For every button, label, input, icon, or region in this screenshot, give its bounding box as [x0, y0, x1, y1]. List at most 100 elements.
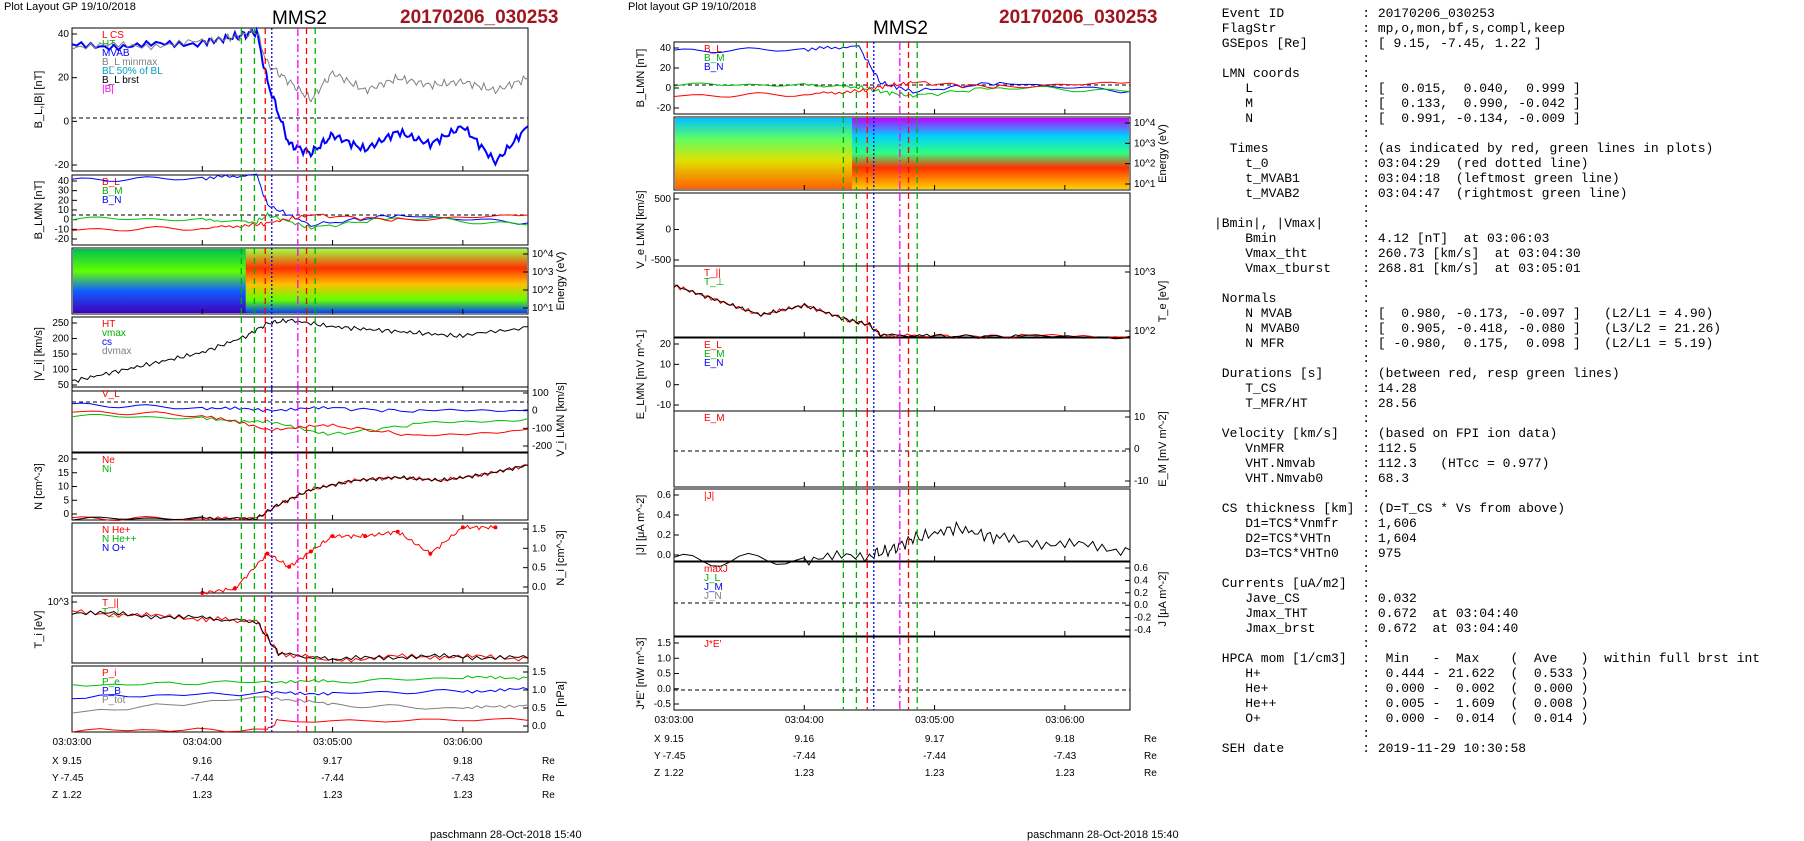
position-value: -7.45 — [61, 773, 84, 784]
summary-row: Times : (as indicated by red, green line… — [1214, 141, 1800, 156]
summary-key: Currents [uA/m2] — [1214, 576, 1363, 591]
summary-row: : — [1214, 636, 1800, 651]
legend-entry: cs — [102, 337, 112, 348]
summary-separator: : — [1362, 426, 1378, 441]
he-plus-plus-point — [363, 534, 368, 539]
panel-9: 1.5 1.0 0.5 0.0 P [nPa] P_iP_eP_BP_tot — [71, 665, 567, 733]
summary-separator: : — [1362, 636, 1378, 651]
summary-row: : — [1214, 126, 1800, 141]
summary-separator: : — [1362, 336, 1378, 351]
summary-separator: : — [1362, 591, 1378, 606]
summary-key: HPCA mom [1/cm3] — [1214, 651, 1363, 666]
y-tick-label: 10 — [1134, 412, 1146, 423]
summary-row: Velocity [km/s] : (based on FPI ion data… — [1214, 426, 1800, 441]
summary-key: He+ — [1214, 681, 1363, 696]
position-row-label: Y — [52, 773, 59, 784]
summary-row: M : [ 0.133, 0.990, -0.042 ] — [1214, 96, 1800, 111]
summary-separator: : — [1362, 141, 1378, 156]
position-value: -7.43 — [451, 773, 474, 784]
y-tick-label: 20 — [58, 454, 70, 465]
summary-key — [1214, 201, 1362, 216]
summary-key: T_CS — [1214, 381, 1363, 396]
panel-frame — [673, 410, 1131, 488]
panel-7: 0.6 0.4 0.2 0.0 |J| [μA m^-2] |J| — [635, 488, 1131, 567]
summary-key: SEH date — [1214, 741, 1363, 756]
y-tick-label: 10^1 — [532, 303, 554, 314]
panel-5: 100 0 -100 -200 V_i LMN [km/s] V_L — [71, 382, 567, 457]
position-unit: Re — [542, 790, 555, 800]
y-axis-label: N [cm^-3] — [33, 463, 45, 510]
summary-separator: : — [1362, 201, 1378, 216]
spectrogram-before — [675, 118, 854, 189]
legend-entry: T_⊥ — [704, 277, 724, 288]
summary-value: 0.005 - 1.609 ( 0.008 ) — [1377, 696, 1589, 711]
summary-key: T_MFR/HT — [1214, 396, 1363, 411]
legend-entry: |J| — [704, 491, 714, 502]
he-plus-plus-point — [395, 529, 400, 534]
summary-separator: : — [1362, 81, 1378, 96]
y-tick-label: 50 — [58, 380, 70, 391]
legend-entry: B_N — [704, 62, 723, 73]
summary-separator: : — [1362, 666, 1378, 681]
summary-separator: : — [1362, 111, 1378, 126]
panel-9: 1.5 1.0 0.5 0.0 -0.5 J*E' [nW m^-3] J*E' — [635, 636, 1131, 711]
summary-separator: : — [1362, 261, 1378, 276]
summary-value: 975 — [1377, 546, 1402, 561]
y-tick-label: 1.5 — [532, 524, 546, 535]
summary-value: 1,606 — [1377, 516, 1417, 531]
summary-value: (D=T_CS * Vs from above) — [1377, 501, 1566, 516]
summary-row: Jmax_THT : 0.672 at 03:04:40 — [1214, 606, 1800, 621]
summary-separator: : — [1362, 246, 1378, 261]
y-tick-label: 0 — [532, 406, 538, 417]
summary-key: D1=TCS*Vnmfr — [1214, 516, 1363, 531]
summary-row: LMN coords : — [1214, 66, 1800, 81]
y-tick-label: 1.5 — [657, 638, 671, 649]
summary-row: N MVAB0 : [ 0.905, -0.418, -0.080 ] (L3/… — [1214, 321, 1800, 336]
y-axis-label: Energy (eV) — [1157, 124, 1169, 183]
legend-entry: E_N — [704, 358, 723, 369]
series-b-n — [673, 80, 1131, 98]
position-unit: Re — [542, 756, 555, 767]
summary-key — [1214, 486, 1362, 501]
position-value: -7.43 — [1053, 751, 1076, 762]
series-p-e — [71, 717, 529, 733]
y-tick-label: 0.0 — [532, 721, 546, 732]
y-axis-label: E_LMN [mV m^-1] — [635, 330, 647, 420]
position-value: -7.44 — [191, 773, 214, 784]
right-plot-footer: paschmann 28-Oct-2018 15:40 — [1027, 829, 1179, 841]
position-unit: Re — [542, 773, 555, 784]
summary-key: Times — [1214, 141, 1363, 156]
legend-entry: B_M — [102, 186, 123, 197]
y-tick-label: 10^4 — [532, 249, 554, 260]
y-tick-label: 10^2 — [1134, 159, 1156, 170]
y-tick-label: 0.5 — [532, 563, 546, 574]
summary-value: 2019-11-29 10:30:58 — [1377, 741, 1527, 756]
summary-separator: : — [1362, 216, 1378, 231]
summary-key: VnMFR — [1214, 441, 1363, 456]
y-axis-label: V_e LMN [km/s] — [635, 190, 647, 268]
x-tick-label: 03:06:00 — [443, 737, 482, 748]
y-tick-label: 0.0 — [532, 582, 546, 593]
y-tick-label: -200 — [532, 441, 552, 452]
summary-separator: : — [1362, 696, 1378, 711]
panel-frame — [71, 27, 529, 172]
summary-value: Min - Max ( Ave ) within full brst int — [1377, 651, 1761, 666]
summary-value: (between red, resp green lines) — [1377, 366, 1620, 381]
summary-key: He++ — [1214, 696, 1363, 711]
y-tick-label: -100 — [532, 423, 552, 434]
legend-entry: B_L — [102, 177, 120, 188]
series-p-b — [71, 687, 529, 700]
summary-separator: : — [1362, 36, 1378, 51]
summary-value: [ 0.980, -0.173, -0.097 ] (L2/L1 = 4.90) — [1377, 306, 1714, 321]
summary-separator: : — [1362, 186, 1378, 201]
summary-separator: : — [1362, 621, 1378, 636]
summary-key: O+ — [1214, 711, 1363, 726]
summary-row: Event ID : 20170206_030253 — [1214, 6, 1800, 21]
legend-entry: P_e — [102, 677, 120, 688]
summary-value: 112.5 — [1377, 441, 1417, 456]
summary-key: t_MVAB2 — [1214, 186, 1363, 201]
summary-separator: : — [1362, 486, 1378, 501]
y-axis-label: J*E' [nW m^-3] — [635, 637, 647, 709]
summary-separator: : — [1362, 681, 1378, 696]
